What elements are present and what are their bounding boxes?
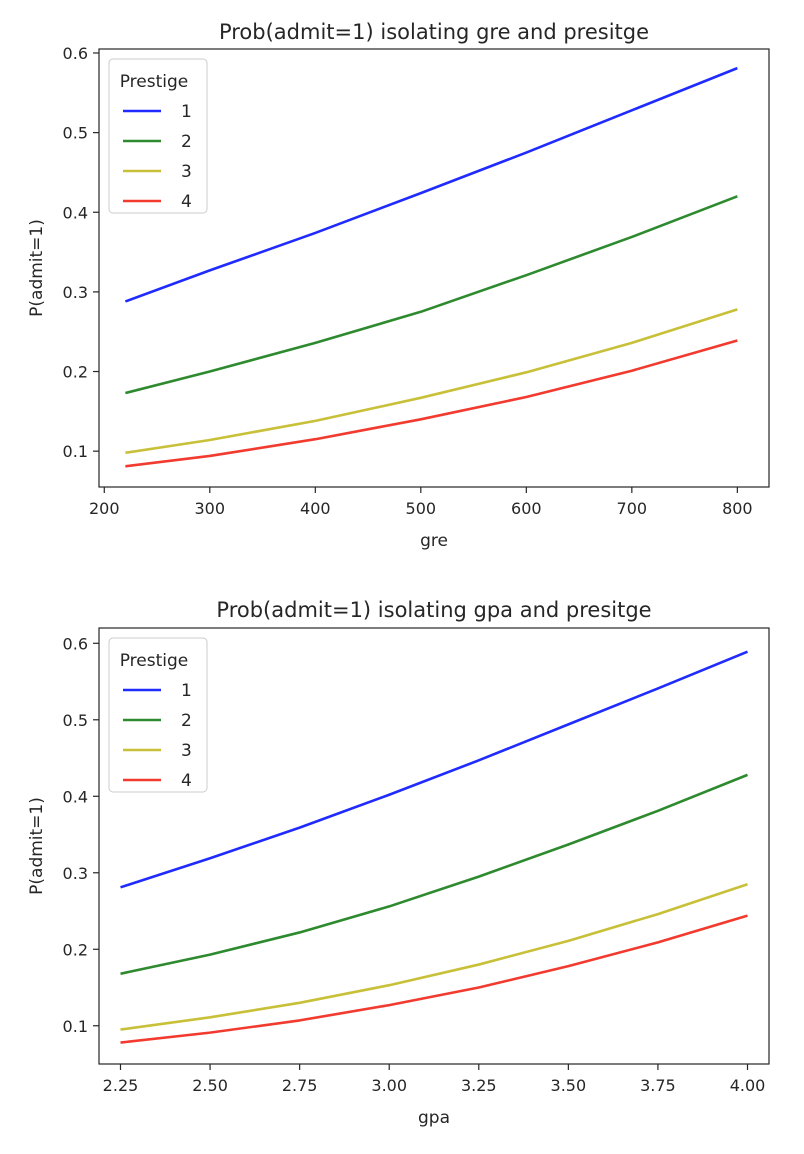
x-tick-label: 400 <box>300 499 331 518</box>
y-tick-label: 0.5 <box>63 711 88 730</box>
series-line-1 <box>124 66 738 303</box>
legend-label-2: 2 <box>181 132 192 152</box>
y-tick-label: 0.4 <box>63 203 88 222</box>
series-lines <box>120 650 748 1044</box>
plot-frame <box>98 627 770 1065</box>
y-tick-label: 0.2 <box>63 363 88 382</box>
legend-label-1: 1 <box>181 681 192 701</box>
series-line-4 <box>120 914 748 1044</box>
y-tick-label: 0.1 <box>63 442 88 461</box>
x-tick-label: 200 <box>89 499 120 518</box>
chart-1: Prob(admit=1) isolating gre and presitge… <box>27 20 770 551</box>
y-axis: 0.1 0.2 0.3 0.4 0.5 0.6 <box>63 44 99 461</box>
series-line-3 <box>120 883 748 1031</box>
y-tick-label: 0.3 <box>63 864 88 883</box>
y-tick-label: 0.6 <box>63 44 88 63</box>
series-lines <box>124 66 738 468</box>
legend-box <box>108 637 208 793</box>
x-tick-label: 2.25 <box>103 1076 139 1095</box>
x-tick-label: 3.25 <box>461 1076 497 1095</box>
series-line-4 <box>125 339 738 468</box>
series-line-1 <box>120 650 748 889</box>
x-tick-label: 3.50 <box>551 1076 587 1095</box>
x-tick-label: 500 <box>406 499 437 518</box>
x-axis-label: gpa <box>418 1108 450 1128</box>
y-tick-label: 0.6 <box>63 634 88 653</box>
x-tick-label: 2.75 <box>282 1076 318 1095</box>
y-tick-label: 0.5 <box>63 124 88 143</box>
legend-label-3: 3 <box>181 162 192 182</box>
x-tick-label: 800 <box>722 499 753 518</box>
legend-label-3: 3 <box>181 741 192 761</box>
legend-label-1: 1 <box>181 102 192 122</box>
chart-title: Prob(admit=1) isolating gre and presitge <box>219 20 649 44</box>
legend-box <box>108 58 208 214</box>
legend-title: Prestige <box>120 651 189 671</box>
plot-frame <box>98 48 770 488</box>
legend: Prestige 1 2 3 4 <box>108 58 208 214</box>
y-tick-label: 0.4 <box>63 787 88 806</box>
x-tick-label: 300 <box>195 499 226 518</box>
y-tick-label: 0.3 <box>63 283 88 302</box>
x-tick-label: 2.50 <box>192 1076 228 1095</box>
legend-label-4: 4 <box>181 771 192 791</box>
chart-2: Prob(admit=1) isolating gpa and presitge… <box>27 598 770 1128</box>
x-axis-label: gre <box>420 531 448 551</box>
x-tick-label: 3.00 <box>371 1076 407 1095</box>
y-tick-label: 0.2 <box>63 940 88 959</box>
x-axis: 2.25 2.50 2.75 3.00 3.25 3.50 3.75 4.00 <box>103 1064 766 1095</box>
x-axis: 200 300 400 500 600 700 800 <box>89 487 753 518</box>
x-tick-label: 700 <box>617 499 648 518</box>
y-axis: 0.1 0.2 0.3 0.4 0.5 0.6 <box>63 634 99 1036</box>
y-tick-label: 0.1 <box>63 1017 88 1036</box>
legend-label-2: 2 <box>181 711 192 731</box>
series-line-2 <box>125 195 738 395</box>
x-tick-label: 3.75 <box>640 1076 676 1095</box>
series-line-3 <box>125 308 738 455</box>
legend-title: Prestige <box>120 72 189 92</box>
chart-title: Prob(admit=1) isolating gpa and presitge <box>216 598 651 622</box>
x-tick-label: 4.00 <box>730 1076 766 1095</box>
series-line-2 <box>120 773 748 976</box>
x-tick-label: 600 <box>511 499 542 518</box>
legend: Prestige 1 2 3 4 <box>108 637 208 793</box>
y-axis-label: P(admit=1) <box>27 219 47 317</box>
legend-label-4: 4 <box>181 192 192 212</box>
y-axis-label: P(admit=1) <box>27 797 47 895</box>
